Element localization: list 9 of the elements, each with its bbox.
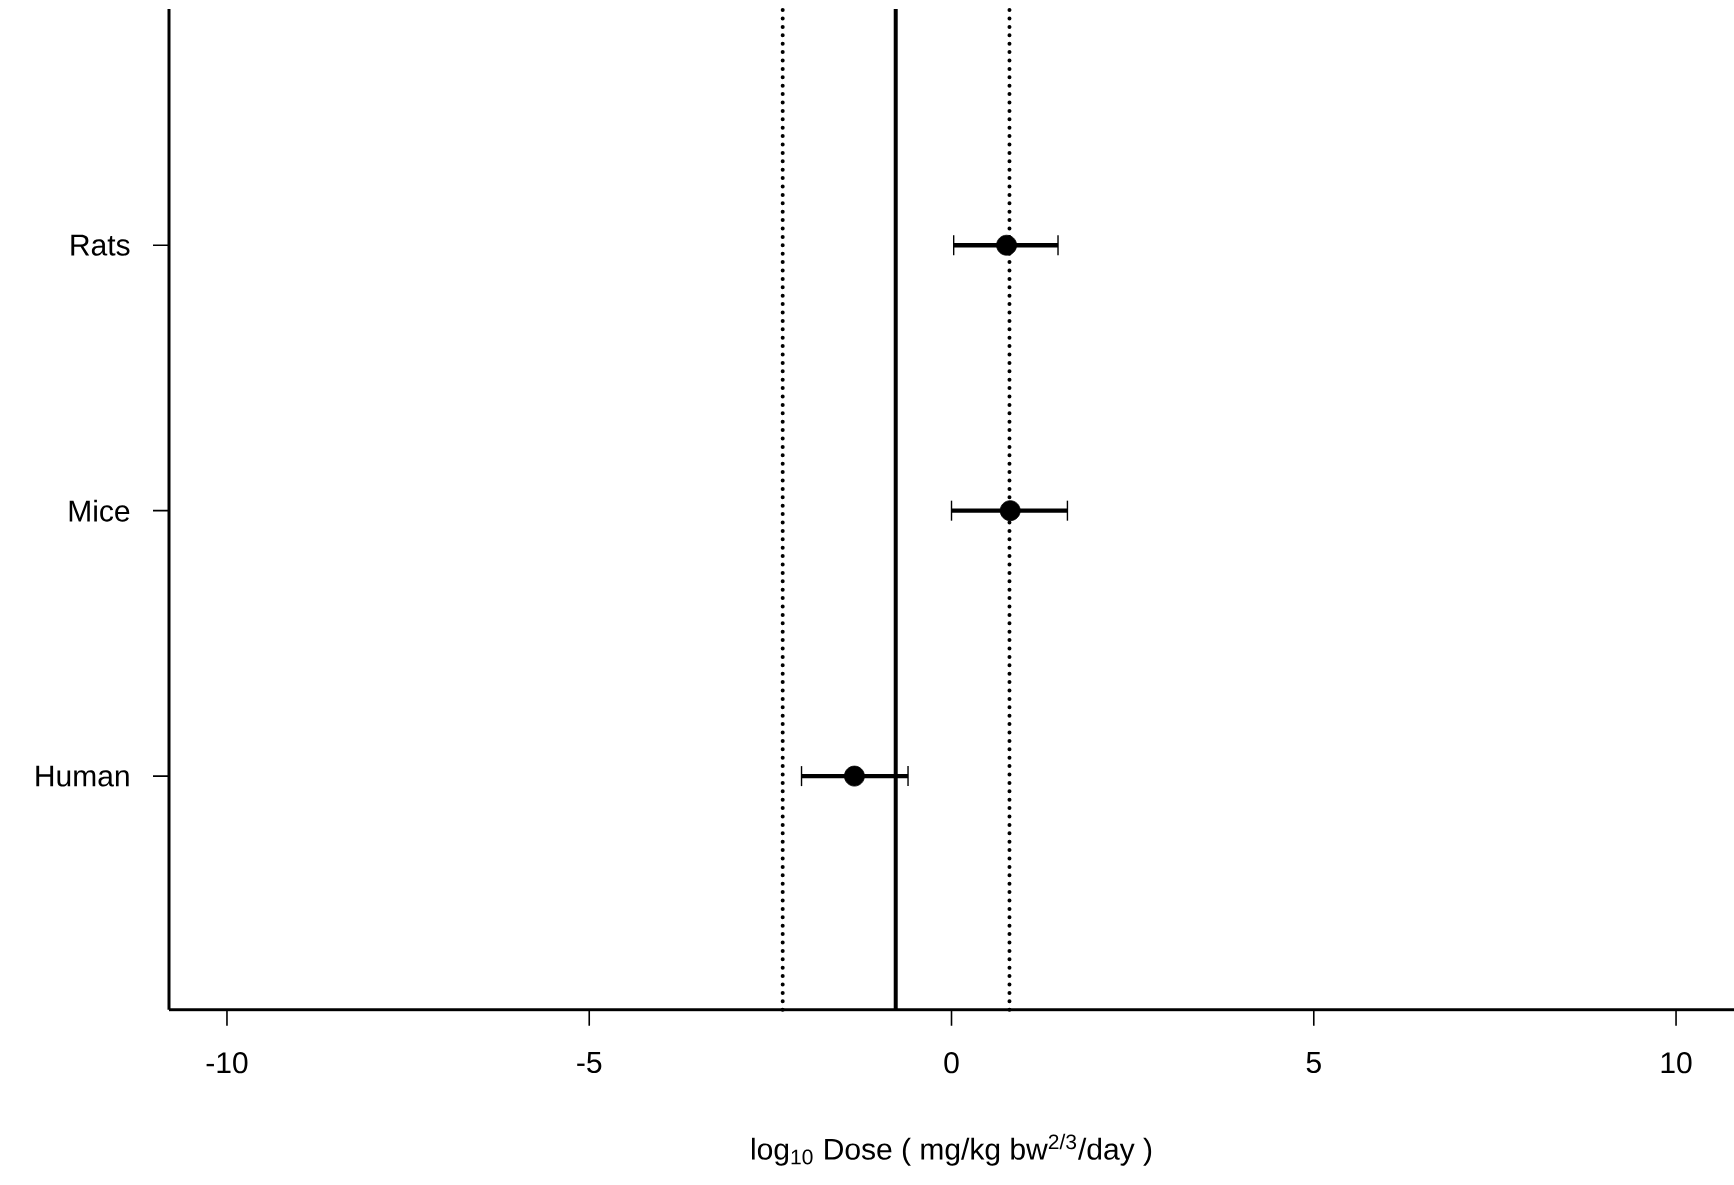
x-tick-label: -10 bbox=[206, 1052, 248, 1074]
x-tick-label: 5 bbox=[1306, 1052, 1321, 1074]
x-tick-label: 0 bbox=[944, 1052, 959, 1074]
y-tick-label: Human bbox=[36, 765, 129, 787]
x-tick-label: 10 bbox=[1661, 1052, 1692, 1074]
y-tick-label: Rats bbox=[71, 234, 130, 256]
x-axis-title: log$_{10}$ Dose ( mg/kg bw$^{2/3}$/day ) bbox=[752, 1133, 1152, 1166]
y-tick-label: Mice bbox=[69, 499, 130, 522]
x-tick-label: -5 bbox=[577, 1052, 602, 1074]
